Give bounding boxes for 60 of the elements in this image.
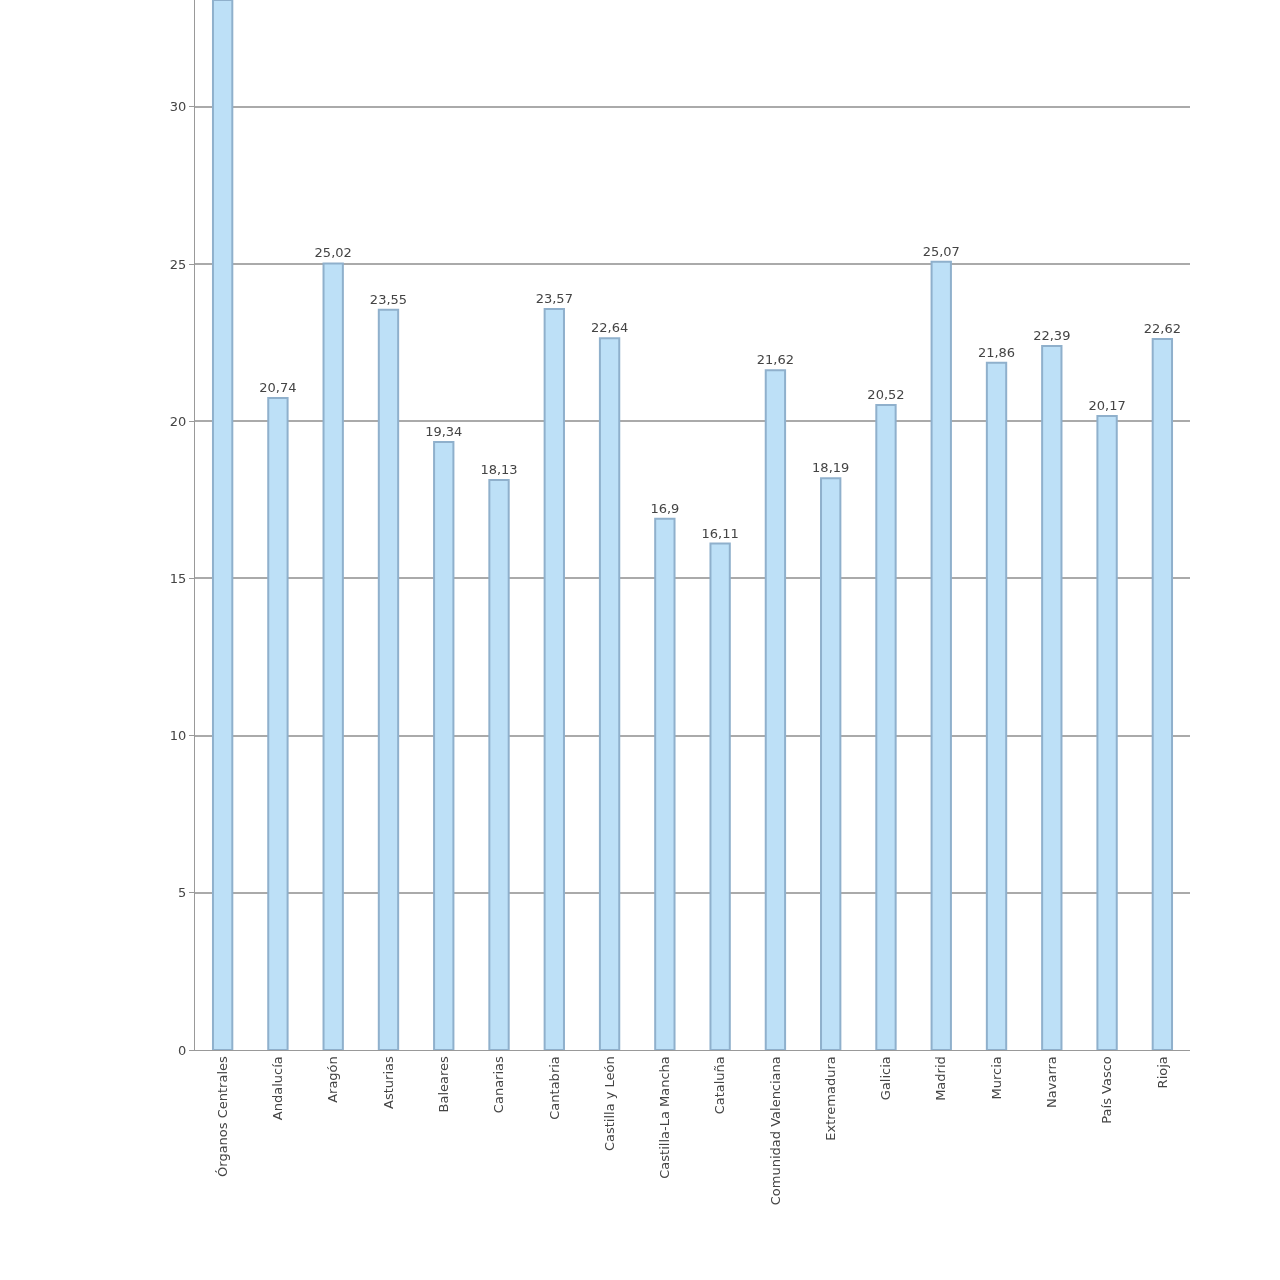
x-tick-label: Cataluña bbox=[712, 1056, 728, 1115]
y-tick-label: 30 bbox=[169, 99, 187, 115]
x-tick-label: Cantabria bbox=[546, 1056, 562, 1120]
bar bbox=[654, 517, 676, 1050]
x-tick-label: País Vasco bbox=[1099, 1056, 1115, 1124]
x-tick-label: Galicia bbox=[878, 1056, 894, 1101]
bar bbox=[267, 396, 289, 1050]
data-label: 25,02 bbox=[314, 245, 352, 261]
x-tick-label: Aragón bbox=[325, 1056, 341, 1103]
data-label: 16,9 bbox=[650, 500, 680, 516]
x-tick-label: Rioja bbox=[1154, 1056, 1170, 1089]
data-label: 23,55 bbox=[369, 291, 408, 307]
x-tick-label: Extremadura bbox=[822, 1056, 838, 1141]
x-tick-label: Navarra bbox=[1044, 1056, 1060, 1108]
x-tick-label: Murcia bbox=[988, 1056, 1004, 1100]
x-tick-label: Castilla y León bbox=[601, 1056, 617, 1152]
data-label: 21,86 bbox=[977, 344, 1016, 360]
data-label: 23,57 bbox=[535, 291, 573, 307]
bar bbox=[985, 361, 1008, 1050]
x-tick-label: Madrid bbox=[933, 1056, 949, 1101]
bar bbox=[543, 308, 565, 1050]
y-tick-label: 10 bbox=[169, 728, 187, 744]
bar bbox=[1151, 337, 1174, 1050]
bar bbox=[598, 337, 621, 1050]
bar bbox=[211, 0, 234, 1050]
x-tick-label: Castilla-La Mancha bbox=[657, 1056, 673, 1179]
x-tick-label: Andalucía bbox=[270, 1056, 286, 1121]
bar bbox=[820, 477, 842, 1050]
data-label: 22,62 bbox=[1143, 320, 1181, 336]
x-tick-label: Órganos Centrales bbox=[214, 1055, 230, 1177]
data-label: 25,07 bbox=[922, 243, 960, 259]
data-label: 20,74 bbox=[259, 379, 297, 395]
y-tick-label: 5 bbox=[178, 885, 187, 901]
data-label: 21,62 bbox=[756, 352, 795, 368]
bar bbox=[764, 369, 787, 1050]
bar bbox=[433, 441, 455, 1050]
data-label: 18,13 bbox=[480, 462, 518, 478]
bar bbox=[1096, 414, 1118, 1050]
y-tick-label: 20 bbox=[169, 413, 187, 429]
data-label: 20,17 bbox=[1088, 397, 1126, 413]
x-tick-label: Comunidad Valenciana bbox=[767, 1056, 783, 1206]
y-tick-label: 0 bbox=[178, 1042, 187, 1058]
bar bbox=[488, 479, 510, 1050]
bar bbox=[875, 403, 897, 1050]
data-label: 18,19 bbox=[812, 460, 850, 476]
bar bbox=[709, 542, 731, 1050]
data-label: 20,52 bbox=[867, 386, 905, 402]
y-tick-label: 15 bbox=[169, 570, 187, 586]
data-label: 16,11 bbox=[701, 525, 739, 541]
x-tick-label: Baleares bbox=[435, 1055, 451, 1113]
data-label: 19,34 bbox=[425, 424, 463, 440]
data-label: 22,64 bbox=[590, 320, 629, 336]
y-tick-label: 25 bbox=[169, 256, 187, 272]
x-tick-label: Asturias bbox=[380, 1055, 396, 1109]
data-label: 22,39 bbox=[1033, 328, 1071, 344]
x-tick-label: Canarias bbox=[491, 1055, 507, 1114]
bar bbox=[930, 260, 952, 1050]
bar bbox=[322, 262, 344, 1050]
bar bbox=[1041, 345, 1063, 1050]
bar bbox=[377, 308, 400, 1050]
